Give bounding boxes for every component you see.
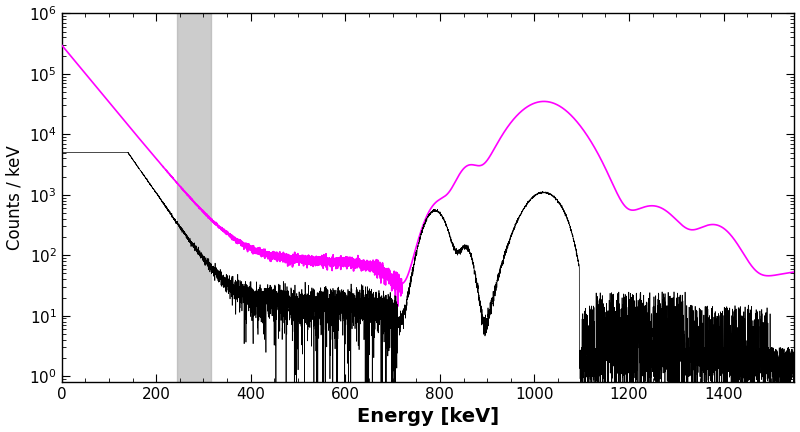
Bar xyxy=(178,13,210,382)
X-axis label: Energy [keV]: Energy [keV] xyxy=(357,407,499,426)
Y-axis label: Counts / keV: Counts / keV xyxy=(6,145,23,250)
